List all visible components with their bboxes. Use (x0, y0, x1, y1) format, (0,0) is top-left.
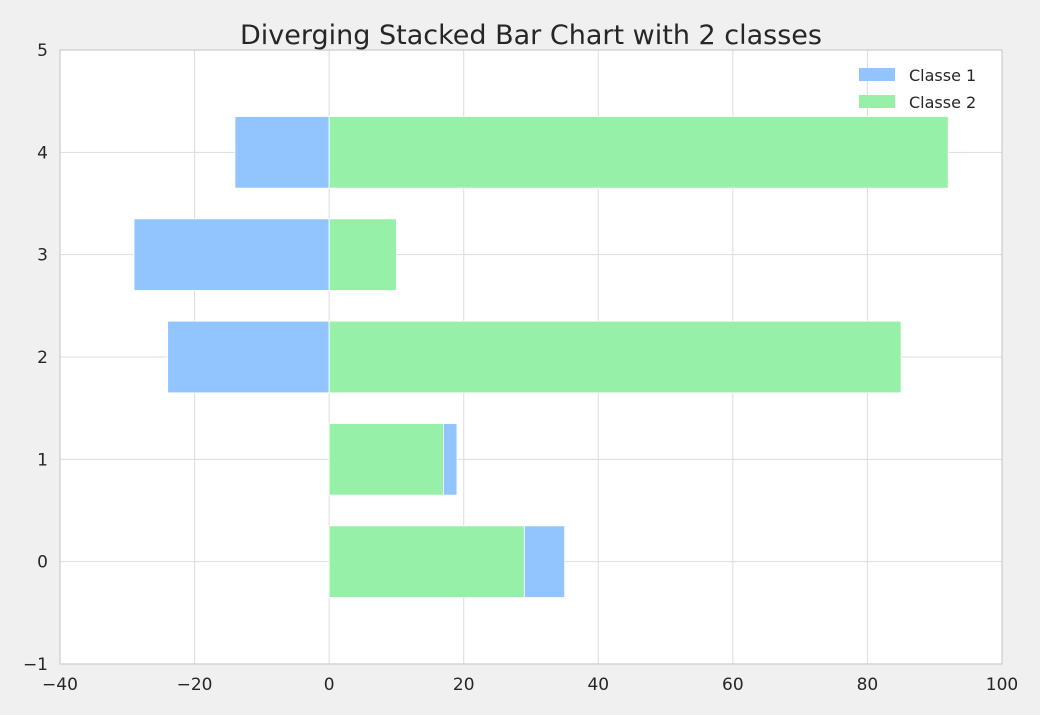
legend: Classe 1 Classe 2 (859, 66, 976, 112)
y-tick-label: 2 (37, 348, 48, 368)
y-tick-label: 0 (37, 553, 48, 573)
x-tick-label: −20 (177, 675, 213, 695)
bar-classe-2-1 (328, 423, 444, 496)
bar-classe-2-4 (328, 116, 949, 189)
chart-title: Diverging Stacked Bar Chart with 2 class… (240, 20, 822, 51)
bars (133, 116, 949, 598)
y-tick-label: 5 (37, 41, 48, 61)
x-tick-label: 40 (587, 675, 609, 695)
x-tick-label: 0 (324, 675, 335, 695)
legend-swatch (859, 95, 895, 108)
y-tick-label: 3 (37, 246, 48, 266)
x-tick-label: 60 (722, 675, 744, 695)
bar-classe-2-3 (328, 218, 397, 291)
x-axis-ticks: −40 −20 0 20 40 60 80 100 (42, 675, 1018, 695)
bar-classe-1-3 (133, 218, 330, 291)
x-tick-label: −40 (42, 675, 78, 695)
legend-label: Classe 2 (909, 93, 976, 112)
bar-classe-1-1 (443, 423, 458, 496)
y-tick-label: 1 (37, 450, 48, 470)
bar-classe-2-2 (328, 320, 902, 394)
x-tick-label: 100 (986, 675, 1018, 695)
bar-classe-1-2 (167, 320, 330, 394)
x-tick-label: 80 (857, 675, 879, 695)
bar-classe-1-0 (523, 525, 566, 598)
legend-label: Classe 1 (909, 66, 976, 85)
y-axis-ticks: −1 0 1 2 3 4 5 (23, 41, 48, 675)
plot-frame (59, 49, 1003, 665)
legend-swatch (859, 68, 895, 81)
y-tick-label: −1 (23, 655, 48, 675)
bar-classe-2-0 (328, 525, 525, 598)
y-tick-label: 4 (37, 143, 48, 163)
bar-classe-1-4 (234, 116, 330, 189)
x-tick-label: 20 (453, 675, 475, 695)
